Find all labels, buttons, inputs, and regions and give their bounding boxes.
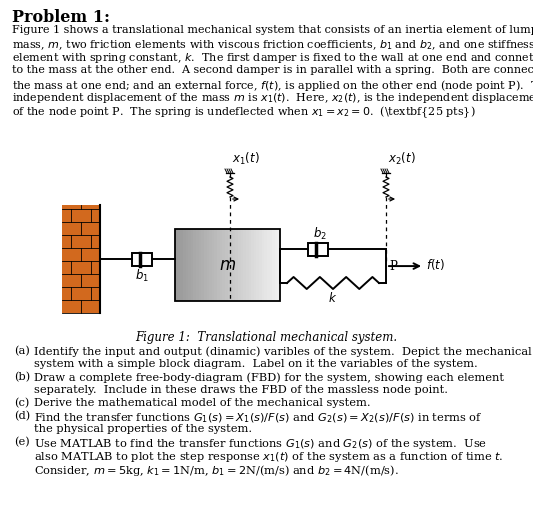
Text: Consider, $m = 5$kg, $k_1 = 1$N/m, $b_1 = 2$N/(m/s) and $b_2 = 4$N/(m/s).: Consider, $m = 5$kg, $k_1 = 1$N/m, $b_1 … [34, 463, 399, 478]
Text: $b_1$: $b_1$ [135, 268, 149, 284]
Bar [230, 229, 233, 301]
Text: system with a simple block diagram.  Label on it the variables of the system.: system with a simple block diagram. Labe… [34, 359, 478, 369]
Bar [175, 229, 178, 301]
Bar [238, 229, 241, 301]
Bar [228, 229, 231, 301]
Bar [270, 229, 272, 301]
Bar [246, 229, 249, 301]
Bar [259, 229, 262, 301]
Text: (a): (a) [14, 346, 30, 356]
Bar [236, 229, 238, 301]
Text: $b_2$: $b_2$ [313, 225, 327, 242]
Text: the physical properties of the system.: the physical properties of the system. [34, 424, 252, 434]
Text: $m$: $m$ [219, 257, 236, 273]
Text: mass, $m$, two friction elements with viscous friction coefficients, $b_1$ and $: mass, $m$, two friction elements with vi… [12, 38, 533, 52]
Text: Use MATLAB to find the transfer functions $G_1(s)$ and $G_2(s)$ of the system.  : Use MATLAB to find the transfer function… [34, 437, 487, 451]
Bar [272, 229, 275, 301]
Bar [199, 229, 202, 301]
Bar [308, 243, 328, 256]
Bar [214, 229, 217, 301]
Bar [277, 229, 280, 301]
Text: $f(t)$: $f(t)$ [426, 257, 445, 272]
Text: P: P [389, 260, 397, 273]
Bar [248, 229, 252, 301]
Bar [243, 229, 246, 301]
Text: $k$: $k$ [328, 291, 337, 305]
Bar [222, 229, 225, 301]
Bar [177, 229, 181, 301]
Text: Derive the mathematical model of the mechanical system.: Derive the mathematical model of the mec… [34, 398, 370, 408]
Bar [188, 229, 191, 301]
Text: (e): (e) [14, 437, 30, 447]
Text: Draw a complete free-body-diagram (FBD) for the system, showing each element: Draw a complete free-body-diagram (FBD) … [34, 372, 504, 383]
Text: (b): (b) [14, 372, 30, 382]
Bar [220, 229, 223, 301]
Text: Problem 1:: Problem 1: [12, 9, 110, 26]
Bar [217, 229, 220, 301]
Text: Identify the input and output (dinamic) varibles of the system.  Depict the mech: Identify the input and output (dinamic) … [34, 346, 531, 357]
Text: $x_1(t)$: $x_1(t)$ [232, 151, 260, 167]
Text: separately.  Include in these draws the FBD of the massless node point.: separately. Include in these draws the F… [34, 385, 448, 395]
Bar [264, 229, 268, 301]
Bar [209, 229, 212, 301]
Bar [175, 229, 280, 301]
Bar [196, 229, 199, 301]
Text: element with spring constant, $k$.  The first damper is fixed to the wall at one: element with spring constant, $k$. The f… [12, 51, 533, 65]
Bar [251, 229, 254, 301]
Text: the mass at one end; and an external force, $f(t)$, is applied on the other end : the mass at one end; and an external for… [12, 78, 533, 93]
Bar [183, 229, 186, 301]
Text: to the mass at the other end.  A second damper is in parallel with a spring.  Bo: to the mass at the other end. A second d… [12, 65, 533, 75]
Bar [62, 205, 100, 313]
Text: Figure 1 shows a translational mechanical system that consists of an inertia ele: Figure 1 shows a translational mechanica… [12, 25, 533, 35]
Text: (d): (d) [14, 411, 30, 421]
Bar [240, 229, 244, 301]
Text: of the node point P.  The spring is undeflected when $x_1 = x_2 = 0$.  (\textbf{: of the node point P. The spring is undef… [12, 104, 475, 120]
Bar [132, 252, 152, 266]
Text: (c): (c) [14, 398, 29, 408]
Text: Find the transfer functions $G_1(s) = X_1(s)/F(s)$ and $G_2(s) = X_2(s)/F(s)$ in: Find the transfer functions $G_1(s) = X_… [34, 411, 483, 425]
Bar [185, 229, 189, 301]
Bar [206, 229, 209, 301]
Bar [193, 229, 197, 301]
Bar [191, 229, 194, 301]
Bar [256, 229, 260, 301]
Text: independent displacement of the mass $m$ is $x_1(t)$.  Here, $x_2(t)$, is the in: independent displacement of the mass $m$… [12, 91, 533, 105]
Bar [225, 229, 228, 301]
Bar [212, 229, 215, 301]
Bar [274, 229, 278, 301]
Bar [180, 229, 183, 301]
Text: also MATLAB to plot the step response $x_1(t)$ of the system as a function of ti: also MATLAB to plot the step response $x… [34, 450, 504, 464]
Bar [254, 229, 257, 301]
Text: $x_2(t)$: $x_2(t)$ [388, 151, 416, 167]
Bar [233, 229, 236, 301]
Text: Figure 1:  Translational mechanical system.: Figure 1: Translational mechanical syste… [135, 331, 397, 344]
Bar [262, 229, 265, 301]
Bar [204, 229, 207, 301]
Bar [201, 229, 204, 301]
Bar [267, 229, 270, 301]
